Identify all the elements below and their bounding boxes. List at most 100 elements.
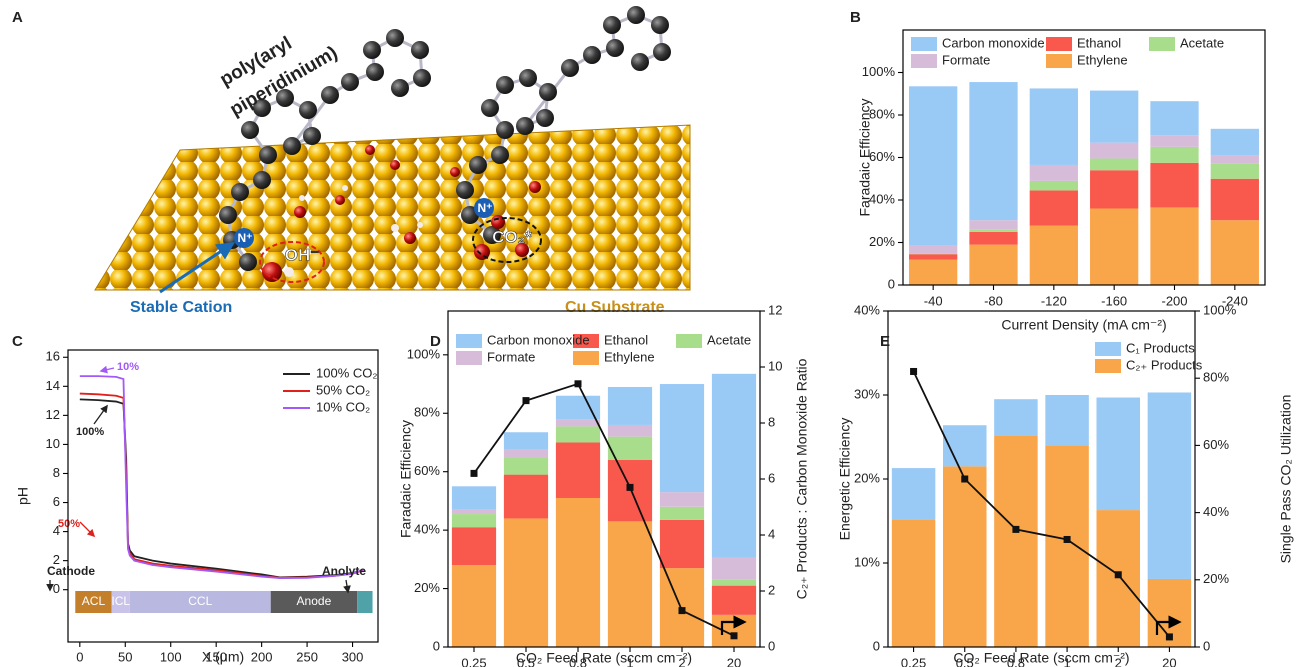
carbon-atom [259, 146, 277, 164]
panel-letter: B [850, 9, 861, 26]
legend-swatch [676, 334, 702, 348]
hydrogen-atom [299, 195, 305, 201]
carbon-atom [241, 121, 259, 139]
nitrogen-label: N⁺ [478, 201, 493, 215]
oxygen-atom [294, 206, 306, 218]
bar-segment [1211, 129, 1259, 156]
y2-tick-label: 20% [1203, 571, 1229, 586]
line-marker [731, 632, 738, 639]
nitrogen-label: N⁺ [238, 231, 253, 245]
annotation: Anolyte [322, 564, 366, 578]
bar-segment [660, 492, 704, 507]
carbon-atom [253, 171, 271, 189]
legend-label: 10% CO₂ [316, 399, 370, 414]
x-axis-label: CO₂ Feed Rate (sccm cm⁻²) [516, 650, 692, 666]
carbon-atom [536, 109, 554, 127]
x-tick-label: 250 [296, 649, 318, 664]
carbon-atom [219, 206, 237, 224]
x-axis-label: CO₂ Feed Rate (sccm cm⁻²) [953, 650, 1129, 666]
carbon-atom [283, 137, 301, 155]
legend-label: 100% CO₂ [316, 365, 377, 380]
legend-label: C₂₊ Products [1126, 357, 1203, 372]
y-tick-label: 40% [414, 522, 440, 537]
bar-segment [504, 457, 548, 475]
bar-segment [1090, 91, 1138, 143]
line-marker [910, 368, 917, 375]
x-tick-label: 300 [342, 649, 364, 664]
layer-region [357, 591, 372, 613]
y-tick-label: 0 [53, 581, 60, 596]
y2-axis-label: Single Pass CO₂ Utilization [1278, 395, 1294, 564]
ph-line [80, 399, 364, 577]
x-axis-label: Current Density (mA cm⁻²) [1001, 317, 1166, 333]
legend-swatch [1149, 37, 1175, 51]
bar-segment [452, 565, 496, 647]
illustration: A OH⁻ CO₂* N⁺ N⁺ poly(aryl piperidinium)… [12, 6, 690, 316]
bar-segment [660, 384, 704, 492]
layer-label: Anode [297, 594, 332, 608]
y2-tick-label: 100% [1203, 302, 1237, 317]
y-tick-label: 60% [869, 149, 895, 164]
y2-tick-label: 4 [768, 526, 775, 541]
y-tick-label: 20% [414, 580, 440, 595]
x-tick-label: -200 [1161, 293, 1187, 308]
hydrogen-atom [391, 224, 399, 232]
bar-segment [1150, 163, 1198, 208]
bar-segment [969, 82, 1017, 220]
legend-swatch [1046, 37, 1072, 51]
x-tick-label: 0.25 [901, 655, 926, 667]
bar-segment [909, 246, 957, 253]
bar-segment [1211, 179, 1259, 220]
y-tick-label: 0 [873, 638, 880, 653]
carbon-atom [231, 183, 249, 201]
carbon-atom [299, 101, 317, 119]
legend-label: Formate [487, 349, 535, 364]
carbon-atom [627, 6, 645, 24]
y-tick-label: 6 [53, 494, 60, 509]
oxygen-atom [365, 145, 375, 155]
bar-segment [712, 580, 756, 586]
legend-swatch [911, 37, 937, 51]
bar-segment [994, 435, 1037, 647]
bar-segment [504, 432, 548, 450]
y-tick-label: 0 [888, 276, 895, 291]
bar-segment [504, 475, 548, 519]
bar-segment [660, 520, 704, 568]
legend-label: Acetate [1180, 35, 1224, 50]
bar-segment [994, 399, 1037, 435]
bar-segment [909, 254, 957, 259]
bar-segment [452, 486, 496, 509]
bar-segment [1030, 181, 1078, 191]
legend-label: Ethanol [604, 332, 648, 347]
hydrogen-atom [284, 267, 294, 277]
bar-segment [1097, 510, 1140, 647]
carbon-atom [653, 43, 671, 61]
legend-label: Acetate [707, 332, 751, 347]
bar-segment [1150, 147, 1198, 163]
legend-label: Carbon monoxide [942, 35, 1045, 50]
x-tick-label: 20 [727, 655, 741, 667]
bar-segment [1211, 164, 1259, 179]
y-axis-label: Energetic Efficiency [837, 418, 853, 541]
line-marker [1166, 633, 1173, 640]
x-tick-label: 20 [1162, 655, 1176, 667]
y-tick-label: 100% [862, 64, 896, 79]
bar-segment [1090, 143, 1138, 159]
hydroxide-label: OH⁻ [285, 245, 320, 264]
bar-segment [1090, 170, 1138, 208]
carbon-atom [363, 41, 381, 59]
legend-label: 50% CO₂ [316, 382, 370, 397]
bar-segment [1030, 226, 1078, 286]
bar-segment [1150, 207, 1198, 285]
carbon-atom [631, 53, 649, 71]
y-axis-label: pH [15, 487, 31, 505]
y-axis-label: Faradaic Efficiency [398, 420, 414, 538]
layer-label: ACL [82, 594, 106, 608]
y-tick-label: 8 [53, 465, 60, 480]
y-tick-label: 60% [414, 463, 440, 478]
annotation-arrow [346, 580, 348, 592]
annotation-arrow [101, 368, 114, 371]
line-marker [627, 484, 634, 491]
annotation: 100% [76, 426, 104, 438]
oxygen-atom [390, 160, 400, 170]
